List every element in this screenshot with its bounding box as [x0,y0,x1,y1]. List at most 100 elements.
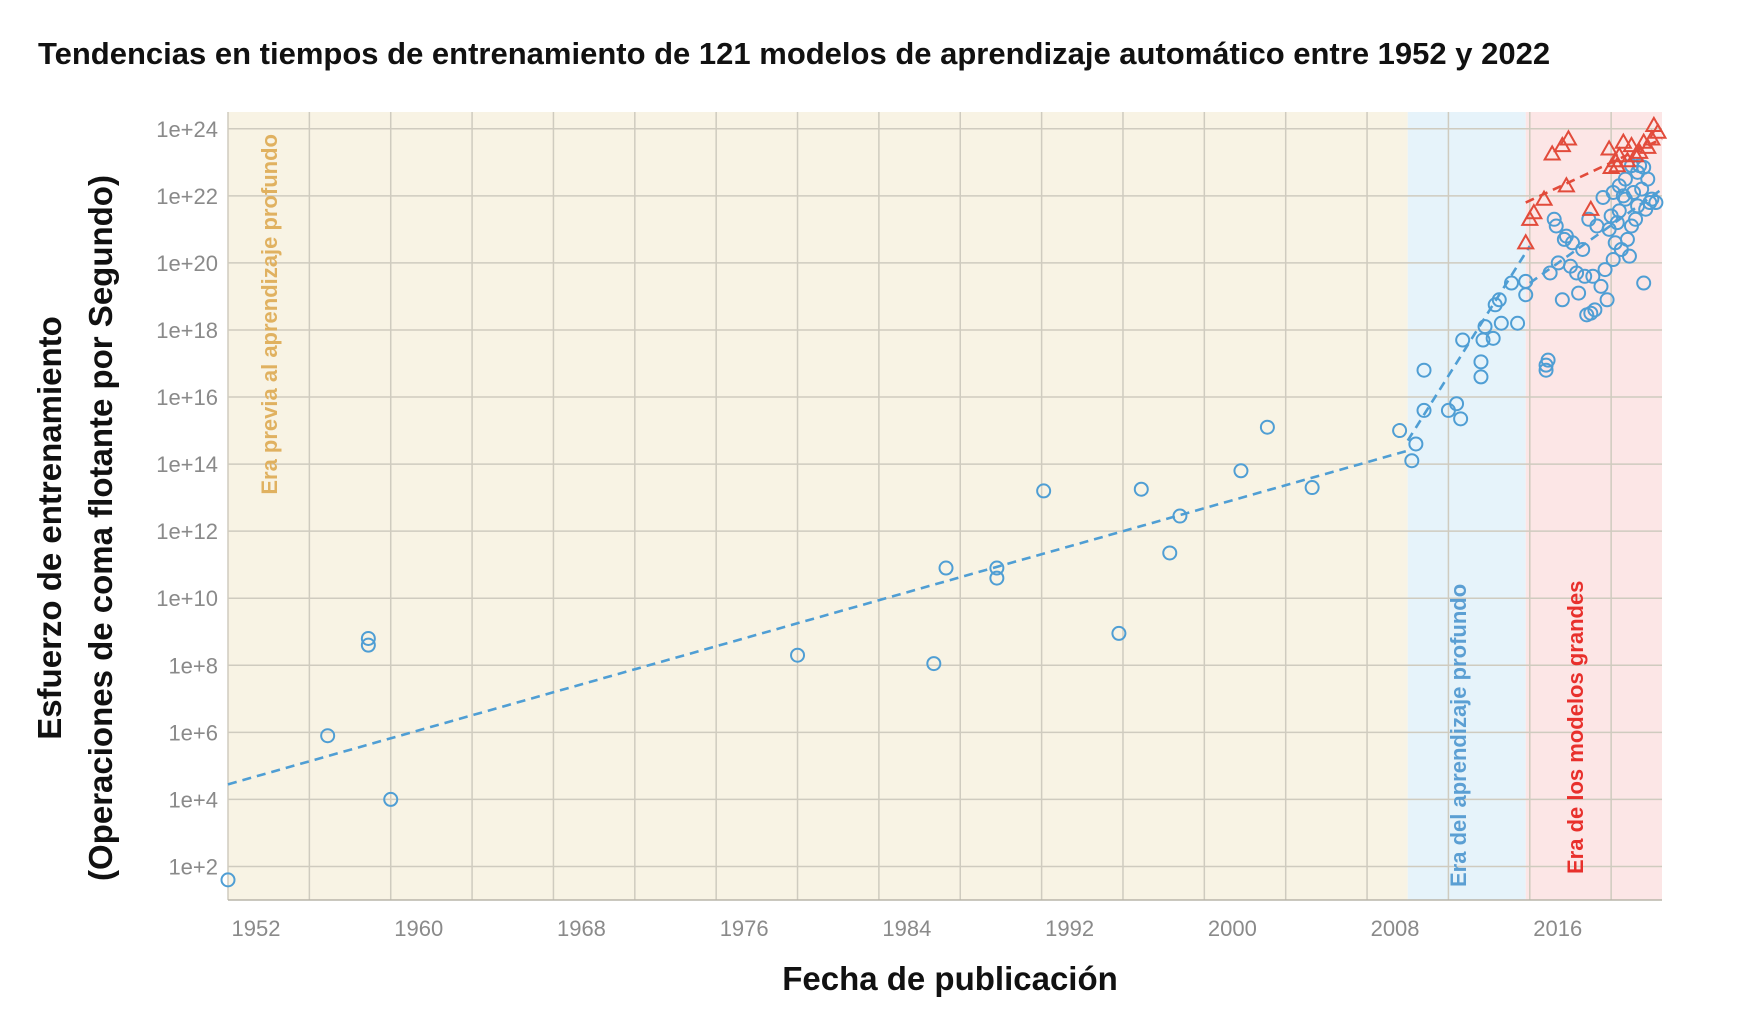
y-tick-label: 1e+20 [156,251,218,276]
data-point-circle [360,630,376,646]
data-point-circle [1453,411,1469,427]
data-point-circle [1571,285,1587,301]
data-point-circle [1491,292,1507,308]
data-point-triangle [1610,146,1629,163]
data-point-circle [1172,508,1188,524]
y-tick-label: 1e+8 [168,653,218,678]
data-point-circle [1304,480,1320,496]
data-point-circle [1510,315,1526,331]
trend-line-1 [1406,245,1531,442]
data-point-circle [1569,265,1585,281]
y-tick-label: 1e+18 [156,318,218,343]
era-band-0 [228,112,1408,900]
data-point-triangle [1626,146,1645,163]
data-point-circle [1548,218,1564,234]
data-point-circle [1611,203,1627,219]
y-axis-title: Esfuerzo de entrenamiento [31,316,68,740]
data-point-circle [360,637,376,653]
data-point-circle [1540,352,1556,368]
x-tick-label: 2016 [1533,916,1582,941]
data-point-circle [938,560,954,576]
data-point-triangle [1581,199,1601,216]
trend-line-3 [1525,137,1663,204]
chart-title: Tendencias en tiempos de entrenamiento d… [38,36,1550,71]
data-point-circle [1565,235,1581,251]
trend-line-0 [227,449,1409,786]
data-point-circle [1392,423,1408,439]
y-tick-label: 1e+4 [168,787,218,812]
data-point-triangle [1557,176,1576,193]
data-point-circle [1538,362,1554,378]
data-point-circle [989,570,1005,586]
data-point-circle [1585,268,1601,284]
data-point-triangle [1542,144,1562,161]
data-point-circle [790,647,806,663]
era-band-2 [1525,112,1662,900]
data-point-circle [1621,248,1637,264]
data-point-circle [320,728,336,744]
data-point-circle [1477,319,1493,335]
data-point-triangle [1516,233,1535,250]
data-point-circle [1626,184,1642,200]
x-tick-label: 1976 [720,916,769,941]
data-point-circle [1554,292,1570,308]
data-point-circle [1503,275,1519,291]
x-tick-label: 1968 [557,916,606,941]
y-tick-label: 1e+16 [156,385,218,410]
data-point-triangle [1630,142,1649,159]
x-tick-label: 1960 [394,916,443,941]
data-point-circle [1542,265,1558,281]
data-point-circle [1648,195,1664,211]
data-point-circle [1644,191,1660,207]
data-point-circle [1599,292,1615,308]
data-points [220,115,1668,888]
x-tick-label: 2000 [1208,916,1257,941]
data-point-circle [1493,315,1509,331]
data-point-circle [989,560,1005,576]
data-point-circle [1036,483,1052,499]
y-tick-label: 1e+2 [168,854,218,879]
data-point-circle [1593,278,1609,294]
data-point-triangle [1534,189,1554,206]
x-tick-label: 1984 [882,916,931,941]
x-tick-label: 1952 [232,916,281,941]
data-point-triangle [1524,203,1544,220]
data-point-circle [1416,362,1432,378]
x-tick-label: 2008 [1371,916,1420,941]
data-point-triangle [1599,139,1619,156]
era-label-1: Era del aprendizaje profundo [1446,584,1471,887]
data-point-circle [1111,625,1127,641]
data-point-circle [1473,354,1489,370]
era-label-0: Era previa al aprendizaje profundo [257,134,282,495]
data-point-circle [383,791,399,807]
era-labels: Era previa al aprendizaje profundo Era de… [257,134,1588,887]
data-point-circle [1577,268,1593,284]
data-point-triangle [1638,137,1657,154]
data-point-circle [1473,369,1489,385]
data-point-circle [1636,275,1652,291]
y-tick-label: 1e+10 [156,586,218,611]
data-point-triangle [1559,129,1578,146]
data-point-circle [1404,453,1420,469]
data-point-circle [220,872,236,888]
data-point-circle [1449,396,1465,412]
data-point-circle [1408,436,1424,452]
y-tick-label: 1e+6 [168,720,218,745]
grid-lines [227,112,1662,901]
data-point-circle [1416,402,1432,418]
data-point-triangle [1622,136,1641,153]
data-point-circle [1583,305,1599,321]
data-point-circle [1233,463,1249,479]
data-point-circle [1617,171,1633,187]
x-axis-title: Fecha de publicación [782,960,1118,997]
data-point-circle [1619,231,1635,247]
data-point-circle [1640,171,1656,187]
data-point-circle [1455,332,1471,348]
data-point-triangle [1648,122,1668,139]
y-tick-label: 1e+12 [156,519,218,544]
data-point-circle [1587,302,1603,318]
data-point-circle [1485,330,1501,346]
data-point-circle [1597,262,1613,278]
data-point-circle [926,656,942,672]
x-tick-label: 1992 [1045,916,1094,941]
